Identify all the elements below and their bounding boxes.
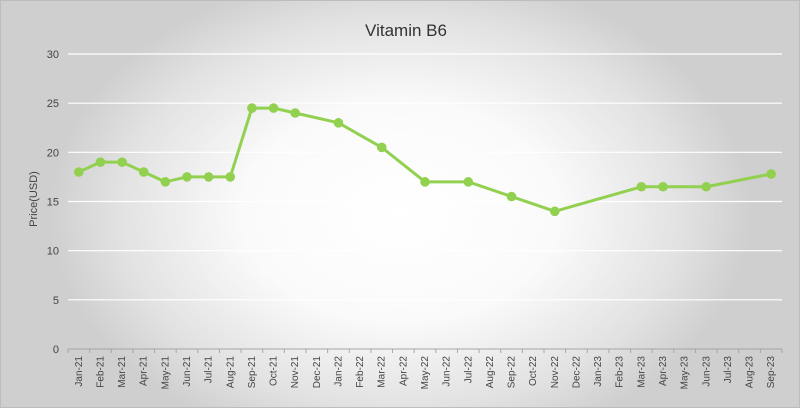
x-tick-label: Jun-22 (442, 356, 453, 387)
data-point (117, 157, 127, 167)
x-tick-label: Apr-23 (658, 356, 669, 386)
x-tick-label: Dec-21 (312, 356, 323, 389)
x-tick-label: Sep-21 (247, 356, 258, 389)
y-tick-label: 5 (53, 295, 59, 307)
y-tick-label: 10 (47, 246, 59, 258)
y-tick-label: 25 (47, 98, 59, 110)
x-tick-label: Jun-21 (182, 356, 193, 387)
x-tick-label: Feb-21 (95, 356, 106, 388)
x-tick-label: Jun-23 (701, 356, 712, 387)
data-point (658, 181, 668, 192)
x-tick-label: May-21 (160, 356, 171, 390)
x-tick-label: Jul-22 (463, 356, 474, 384)
x-tick-label: Jan-21 (74, 356, 85, 387)
x-tick-label: Sep-23 (766, 356, 777, 389)
data-point (225, 172, 236, 182)
data-point (247, 103, 257, 113)
x-tick-label: Oct-21 (269, 356, 280, 386)
y-axis-label: Price(USD) (28, 171, 40, 227)
data-point (420, 177, 430, 187)
x-tick-label: Jan-23 (593, 356, 604, 387)
x-tick-label: Nov-21 (290, 356, 301, 389)
x-tick-label: May-23 (680, 356, 691, 390)
y-axis-ticks: 0 5 10 15 20 25 30 (47, 49, 59, 356)
chart-title: Vitamin B6 (365, 21, 447, 40)
data-points (74, 103, 776, 217)
data-point (138, 167, 149, 177)
data-point (333, 118, 344, 128)
data-point (376, 142, 387, 153)
x-tick-label: Feb-23 (615, 356, 626, 388)
x-tick-label: May-22 (420, 356, 431, 390)
data-point (160, 177, 171, 187)
data-point (506, 191, 517, 202)
x-tick-label: Nov-22 (550, 356, 561, 389)
y-tick-label: 30 (47, 49, 59, 61)
x-tick-label: Jul-21 (204, 356, 215, 384)
x-tick-label: Sep-22 (507, 356, 518, 389)
x-tick-label: Mar-23 (636, 356, 647, 388)
y-tick-label: 20 (47, 147, 59, 159)
data-point (636, 181, 647, 192)
data-point (95, 157, 106, 167)
x-tick-label: Mar-22 (377, 356, 388, 388)
x-tick-label: Aug-22 (485, 356, 496, 389)
data-point (203, 172, 214, 182)
data-point (290, 108, 300, 118)
series-line (78, 106, 772, 213)
x-tick-label: Jan-22 (333, 356, 344, 387)
data-point (268, 103, 279, 113)
x-tick-label: Apr-21 (139, 356, 150, 386)
y-tick-label: 15 (47, 197, 59, 209)
x-tick-label: Mar-21 (117, 356, 128, 388)
x-tick-label: Oct-22 (528, 356, 539, 386)
data-point (766, 169, 776, 179)
y-tick-label: 0 (53, 344, 59, 356)
x-tick-label: Jul-23 (723, 356, 734, 384)
gridlines (68, 53, 782, 350)
x-tick-label: Aug-21 (225, 356, 236, 389)
x-tick-label: Feb-22 (355, 356, 366, 388)
x-tick-label: Aug-23 (745, 356, 756, 389)
x-axis-ticks: Jan-21 Feb-21 Mar-21 Apr-21 May-21 Jun-21 Jul-… (67, 349, 783, 390)
data-point (550, 206, 560, 217)
x-tick-label: Apr-22 (398, 356, 409, 386)
data-point (182, 172, 192, 182)
data-point (701, 181, 712, 192)
x-tick-label: Dec-22 (571, 356, 582, 389)
series-line-layer (78, 106, 772, 213)
data-point (74, 167, 84, 177)
data-point (463, 177, 474, 187)
